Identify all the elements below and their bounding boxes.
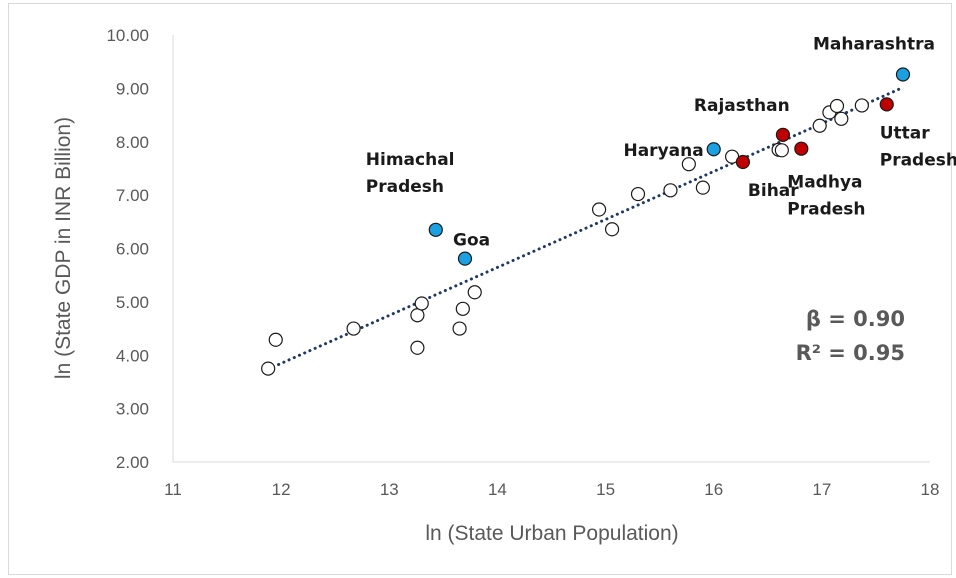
y-tick-label: 7.00 — [116, 186, 149, 205]
data-point — [261, 361, 276, 376]
label-rajasthan: Rajasthan — [694, 96, 790, 116]
trendline — [266, 87, 902, 371]
axes — [172, 35, 930, 463]
x-tick-labels: 11 12 13 14 15 16 17 18 — [164, 480, 939, 499]
data-point — [854, 98, 869, 113]
data-point — [410, 308, 425, 323]
data-point — [346, 321, 361, 336]
y-tick-label: 4.00 — [116, 346, 149, 365]
data-point — [774, 143, 789, 158]
y-axis-title: ln (State GDP in INR Billion) — [52, 117, 75, 379]
data-point — [604, 222, 620, 237]
y-tick-label: 9.00 — [116, 79, 149, 98]
point-himachal-pradesh — [428, 222, 443, 237]
point-bihar — [735, 154, 751, 170]
y-tick-label: 6.00 — [116, 240, 149, 259]
label-maharashtra: Maharashtra — [813, 34, 935, 54]
x-tick-label: 14 — [488, 480, 507, 499]
y-tick-label: 3.00 — [116, 400, 149, 419]
r-squared-annotation: R² = 0.95 — [796, 341, 905, 365]
point-labels: Himachal Pradesh Goa Haryana Maharashtra Raja… — [366, 34, 956, 250]
data-point — [695, 180, 711, 195]
data-point — [630, 186, 646, 202]
label-bihar: Bihar — [748, 181, 799, 201]
data-point — [681, 157, 696, 172]
x-tick-label: 17 — [812, 480, 831, 499]
x-tick-label: 13 — [380, 480, 399, 499]
point-maharashtra — [895, 67, 911, 82]
x-tick-label: 16 — [704, 480, 723, 499]
point-haryana — [706, 142, 721, 157]
data-point — [455, 301, 470, 316]
data-point — [414, 296, 429, 311]
y-tick-label: 5.00 — [116, 293, 149, 312]
point-madhya-pradesh — [794, 141, 809, 156]
x-axis-title: ln (State Urban Population) — [425, 522, 678, 545]
data-point — [410, 340, 425, 355]
data-point — [829, 98, 845, 114]
x-tick-label: 15 — [596, 480, 615, 499]
y-tick-labels: 2.00 3.00 4.00 5.00 6.00 7.00 8.00 9.00 10.00 — [106, 26, 149, 472]
x-tick-label: 11 — [164, 480, 182, 499]
point-uttar-pradesh — [879, 97, 894, 112]
x-tick-label: 12 — [272, 480, 291, 499]
y-tick-label: 8.00 — [116, 133, 149, 152]
x-tick-label: 18 — [921, 480, 940, 499]
data-point — [467, 285, 482, 300]
label-madhya-pradesh: Madhya Pradesh — [787, 173, 865, 220]
label-himachal-pradesh: Himachal Pradesh — [366, 150, 455, 197]
beta-annotation: β = 0.90 — [806, 307, 905, 331]
data-point — [663, 183, 678, 198]
data-point — [268, 332, 283, 347]
point-rajasthan — [775, 127, 791, 142]
label-uttar-pradesh: Uttar Pradesh — [880, 123, 956, 170]
y-tick-label: 10.00 — [106, 26, 149, 45]
data-point — [812, 118, 827, 133]
point-goa — [457, 251, 473, 266]
label-goa: Goa — [453, 231, 490, 251]
data-point — [591, 202, 607, 217]
data-points — [261, 67, 911, 376]
data-point — [834, 111, 849, 126]
y-tick-label: 2.00 — [116, 453, 149, 472]
label-haryana: Haryana — [623, 141, 703, 161]
data-point — [452, 321, 467, 336]
